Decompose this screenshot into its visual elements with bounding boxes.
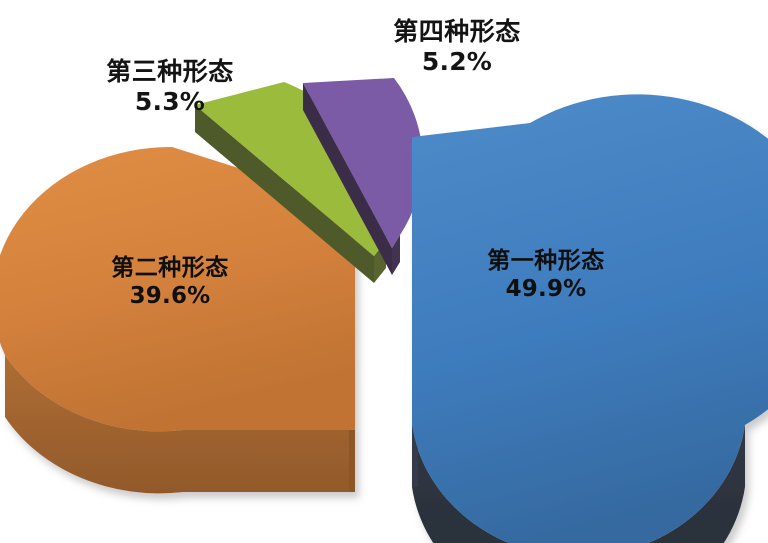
pie-label-slice-4-value: 5.2% bbox=[421, 47, 493, 76]
pie-slice-orange-radial-side bbox=[349, 430, 355, 492]
pie-label-slice-3: 第三种形态 5.3% bbox=[62, 58, 278, 116]
pie-label-slice-2-name: 第二种形态 bbox=[111, 254, 229, 281]
pie-slice-purple[interactable] bbox=[303, 78, 423, 275]
pie-label-slice-1-name: 第一种形态 bbox=[487, 247, 605, 274]
pie-slice-purple-side-right bbox=[392, 235, 400, 275]
pie-label-slice-3-value: 5.3% bbox=[134, 87, 206, 116]
pie-slice-orange-side bbox=[5, 355, 355, 494]
pie-slice-green-side bbox=[195, 105, 374, 283]
pie-label-slice-1: 第一种形态 49.9% bbox=[438, 248, 654, 303]
pie-slice-orange-top bbox=[0, 146, 355, 432]
pie-slice-orange[interactable] bbox=[0, 146, 355, 494]
pie-label-slice-3-name: 第三种形态 bbox=[106, 57, 234, 86]
pie-label-slice-4: 第四种形态 5.2% bbox=[349, 18, 565, 76]
pie-slice-blue[interactable] bbox=[412, 94, 768, 543]
pie-label-slice-4-name: 第四种形态 bbox=[393, 17, 521, 46]
pie-slice-purple-side bbox=[303, 83, 392, 275]
pie-label-slice-2-value: 39.6% bbox=[129, 282, 211, 309]
pie-slice-blue-side bbox=[412, 425, 745, 543]
pie-slice-blue-top bbox=[412, 94, 768, 543]
pie-slice-purple-top bbox=[303, 78, 423, 248]
pie-label-slice-1-value: 49.9% bbox=[505, 275, 587, 302]
pie-label-slice-2: 第二种形态 39.6% bbox=[62, 255, 278, 310]
